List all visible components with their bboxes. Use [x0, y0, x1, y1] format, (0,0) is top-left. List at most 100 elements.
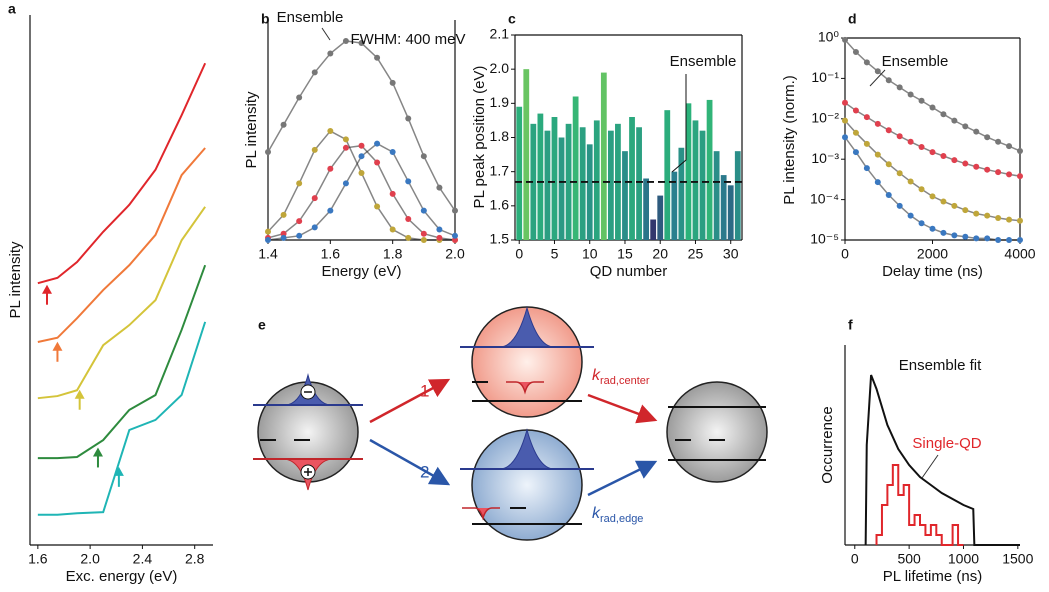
- data-point: [842, 134, 848, 141]
- onset-arrowhead: [52, 341, 63, 351]
- bar: [565, 123, 572, 240]
- qd-sphere: [666, 381, 768, 483]
- bar: [551, 117, 558, 240]
- bar: [586, 144, 593, 240]
- data-point: [374, 159, 381, 166]
- data-point: [874, 179, 881, 186]
- data-point: [280, 211, 287, 218]
- data-point: [420, 230, 427, 237]
- bar: [678, 147, 685, 240]
- data-point: [907, 212, 914, 219]
- data-point: [973, 235, 980, 242]
- data-point: [995, 215, 1002, 222]
- x-axis-label: PL lifetime (ns): [883, 568, 982, 585]
- series-label: Ensemble: [277, 9, 344, 26]
- x-tick-label: 20: [652, 246, 668, 262]
- data-point: [896, 133, 903, 140]
- x-tick-label: 5: [551, 246, 559, 262]
- x-axis-label: Exc. energy (eV): [66, 568, 178, 585]
- data-point: [863, 165, 870, 172]
- electron-wavefunction: [462, 428, 592, 470]
- data-point: [358, 40, 365, 47]
- panel-label: a: [8, 1, 16, 17]
- x-tick-label: 1.6: [28, 551, 48, 567]
- chart-panel: b Energy (eV) PL intensity 1.4 1.6 1.8 2.0 Ense…: [243, 9, 466, 280]
- bar: [523, 69, 530, 241]
- rate-label: krad,center: [592, 367, 650, 387]
- x-tick-label: 15: [617, 246, 633, 262]
- bar: [706, 99, 713, 241]
- series-line: [267, 40, 456, 212]
- data-point: [420, 237, 427, 243]
- onset-arrowhead: [74, 389, 85, 399]
- x-tick-label: 2.0: [80, 551, 100, 567]
- series-line: [267, 144, 456, 241]
- data-point: [405, 216, 412, 223]
- x-tick-label: 10: [582, 246, 598, 262]
- data-point: [984, 134, 991, 141]
- data-point: [842, 36, 848, 43]
- arrow: [369, 438, 451, 486]
- onset-arrowhead: [41, 284, 52, 294]
- leader-line: [869, 69, 886, 87]
- data-point: [1006, 216, 1013, 223]
- series-line: [37, 206, 206, 400]
- data-point: [907, 91, 914, 98]
- chart-panel: d Delay time (ns) PL intensity (norm.) 0 200…: [781, 11, 1036, 280]
- hole-wavefunction: [462, 507, 500, 521]
- data-point: [420, 207, 427, 214]
- data-point: [863, 140, 870, 147]
- bar: [671, 171, 678, 240]
- diagram: e 1 2 krad,center krad,edge: [253, 306, 768, 541]
- y-axis-label: PL intensity: [7, 241, 24, 318]
- rate-symbol: k: [592, 505, 601, 522]
- data-point: [1017, 237, 1023, 243]
- bar: [629, 117, 635, 240]
- data-point: [907, 138, 914, 145]
- leader-line: [671, 74, 687, 173]
- data-point: [280, 230, 287, 237]
- data-point: [311, 146, 318, 153]
- reference-label: Ensemble: [670, 53, 737, 70]
- leader-line: [321, 27, 331, 41]
- hole-wavefunction: [506, 381, 544, 395]
- data-point: [918, 144, 925, 151]
- arrow: [587, 393, 658, 424]
- y-tick-label: 1.9: [490, 94, 510, 110]
- data-point: [885, 191, 892, 198]
- y-axis-label: Occurrence: [819, 406, 836, 484]
- rate-label: krad,edge: [592, 505, 643, 525]
- data-point: [984, 235, 991, 242]
- rate-subscript: rad,edge: [600, 513, 643, 525]
- data-point: [405, 115, 412, 122]
- x-tick-label: 500: [897, 551, 921, 567]
- bar: [643, 178, 650, 240]
- data-point: [885, 127, 892, 134]
- data-point: [389, 190, 396, 197]
- data-point: [951, 202, 958, 209]
- data-point: [962, 233, 969, 240]
- leader-line: [921, 454, 939, 479]
- data-point: [929, 193, 936, 200]
- data-point: [940, 198, 947, 205]
- arrow: [369, 378, 451, 424]
- x-tick-label: 4000: [1004, 246, 1035, 262]
- data-point: [280, 234, 287, 241]
- data-point: [896, 84, 903, 91]
- data-point: [973, 210, 980, 217]
- data-point: [296, 232, 303, 239]
- data-point: [1017, 173, 1023, 180]
- data-point: [885, 161, 892, 168]
- panel-label: e: [258, 317, 266, 333]
- y-tick-label: 10⁻²: [811, 110, 839, 126]
- data-point: [1006, 171, 1013, 178]
- bar: [600, 72, 607, 240]
- annotation: FWHM: 400 meV: [350, 31, 465, 48]
- data-point: [951, 117, 958, 124]
- data-point: [452, 232, 458, 239]
- bar: [685, 103, 692, 240]
- bar: [636, 127, 642, 240]
- data-point: [929, 225, 936, 232]
- data-point: [436, 184, 443, 191]
- onset-arrowhead: [113, 466, 124, 476]
